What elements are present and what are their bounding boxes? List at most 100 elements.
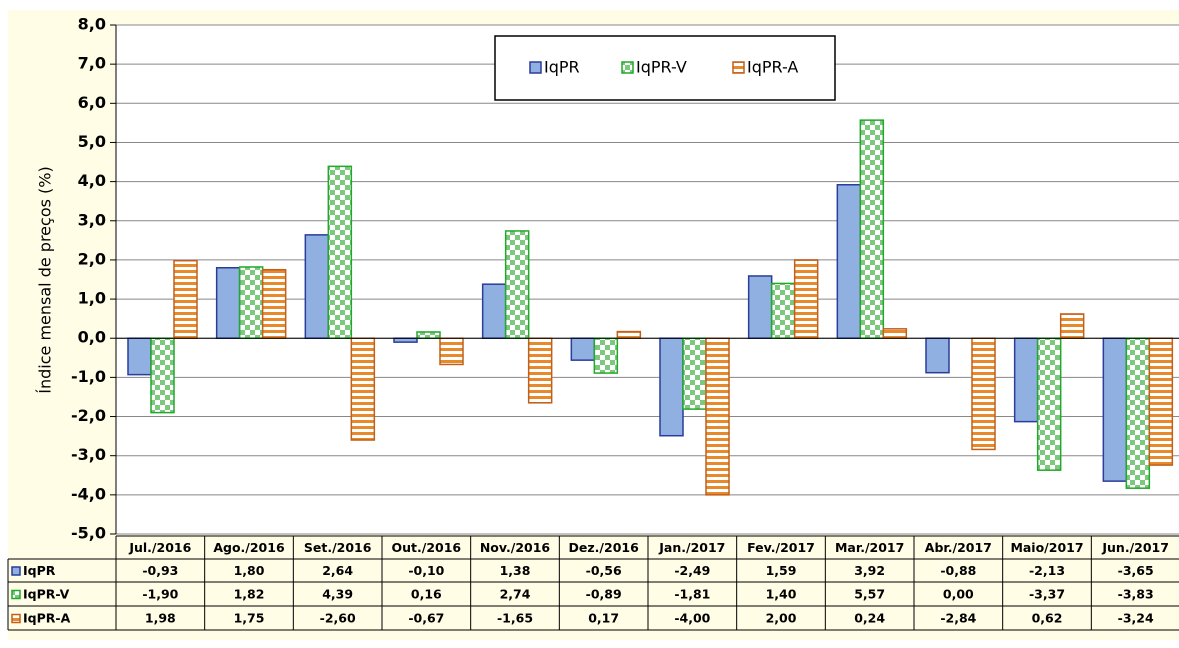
table-cell: -2,60 xyxy=(320,611,356,626)
table-cell: -3,24 xyxy=(1118,611,1154,626)
table-cell: 0,17 xyxy=(588,611,619,626)
y-tick-label: 5,0 xyxy=(78,132,106,151)
table-cell: -0,10 xyxy=(408,563,444,578)
table-cell: -0,56 xyxy=(586,563,622,578)
bar xyxy=(1148,337,1174,466)
bar xyxy=(747,275,773,339)
table-cell: 1,98 xyxy=(145,611,176,626)
table-cell: -2,13 xyxy=(1029,563,1065,578)
plot-area xyxy=(116,25,1179,534)
bar xyxy=(770,282,796,339)
table-cell: 1,40 xyxy=(766,587,797,602)
bar xyxy=(1125,337,1151,489)
bar xyxy=(705,337,730,496)
table-cell: -0,67 xyxy=(408,611,444,626)
bar xyxy=(659,337,684,437)
table-cell: -1,65 xyxy=(497,611,533,626)
y-tick-label: -1,0 xyxy=(71,367,106,386)
bar xyxy=(1059,313,1085,339)
table-cell: -1,90 xyxy=(142,587,178,602)
bar xyxy=(439,337,464,366)
table-cell: 0,24 xyxy=(854,611,885,626)
table-cell: -0,89 xyxy=(586,587,622,602)
bar xyxy=(882,328,908,339)
table-header: Jan./2017 xyxy=(658,540,725,555)
table-cell: -2,49 xyxy=(674,563,710,578)
y-tick-label: 0,0 xyxy=(78,328,106,347)
bar xyxy=(416,331,441,339)
table-header: Maio/2017 xyxy=(1010,540,1083,555)
table-cell: 4,39 xyxy=(322,587,353,602)
bar xyxy=(1102,337,1128,482)
bar xyxy=(859,119,885,339)
table-header: Jun./2017 xyxy=(1101,540,1169,555)
table-cell: 2,74 xyxy=(500,587,531,602)
legend-swatch xyxy=(529,61,542,74)
table-header: Out./2016 xyxy=(392,540,462,555)
bar xyxy=(327,165,353,339)
y-tick-label: 3,0 xyxy=(78,210,106,229)
bar xyxy=(481,283,507,339)
table-cell: 1,38 xyxy=(500,563,531,578)
y-tick-label: -4,0 xyxy=(71,484,106,503)
bar xyxy=(238,266,264,339)
bar xyxy=(1013,337,1039,423)
bar xyxy=(261,268,287,339)
bar xyxy=(393,337,418,343)
y-tick-label: 4,0 xyxy=(78,171,106,190)
bar xyxy=(150,337,175,414)
y-tick-label: -3,0 xyxy=(71,445,106,464)
bar xyxy=(971,337,996,451)
table-cell: -4,00 xyxy=(674,611,710,626)
table-row-label: IqPR-A xyxy=(23,611,71,626)
table-cell: 2,00 xyxy=(766,611,797,626)
table-cell: -0,93 xyxy=(142,563,178,578)
y-tick-label: 6,0 xyxy=(78,93,106,112)
bar xyxy=(527,337,553,404)
table-swatch xyxy=(11,566,21,576)
bar xyxy=(350,337,376,441)
legend-swatch xyxy=(732,61,745,74)
table-header: Nov./2016 xyxy=(480,540,551,555)
table-cell: -3,65 xyxy=(1118,563,1154,578)
table-header: Mar./2017 xyxy=(835,540,904,555)
table-cell: 0,16 xyxy=(411,587,442,602)
y-axis-label: Índice mensal de preços (%) xyxy=(36,166,55,393)
table-cell: 0,62 xyxy=(1032,611,1063,626)
y-tick-label: -5,0 xyxy=(71,524,106,543)
table-cell: -1,81 xyxy=(674,587,710,602)
bar xyxy=(570,337,596,361)
legend-swatch xyxy=(621,61,634,74)
table-row-label: IqPR xyxy=(23,563,56,578)
table-row-label: IqPR-V xyxy=(23,587,70,602)
table-cell: 5,57 xyxy=(854,587,885,602)
y-tick-label: 7,0 xyxy=(78,54,106,73)
table-header: Set./2016 xyxy=(304,540,372,555)
table-header: Jul./2016 xyxy=(128,540,191,555)
table-cell: -3,37 xyxy=(1029,587,1065,602)
bar xyxy=(173,259,198,339)
table-header: Abr./2017 xyxy=(925,540,992,555)
bar xyxy=(925,337,950,374)
y-tick-label: 2,0 xyxy=(78,249,106,268)
y-tick-label: 8,0 xyxy=(78,15,106,34)
y-tick-label: -2,0 xyxy=(71,406,106,425)
bar xyxy=(793,259,819,339)
table-cell: 1,59 xyxy=(766,563,797,578)
bar xyxy=(1036,337,1062,471)
table-cell: -0,88 xyxy=(940,563,976,578)
legend-label: IqPR-A xyxy=(747,58,798,77)
table-cell: 3,92 xyxy=(854,563,885,578)
y-tick-label: 1,0 xyxy=(78,289,106,308)
bar xyxy=(682,337,707,410)
legend xyxy=(494,35,836,101)
legend-label: IqPR-V xyxy=(636,58,687,77)
bar xyxy=(836,183,862,339)
table-cell: 2,64 xyxy=(322,563,353,578)
table-cell: 1,75 xyxy=(234,611,265,626)
bar xyxy=(593,337,619,374)
table-swatch xyxy=(11,613,21,624)
bar xyxy=(616,330,642,339)
